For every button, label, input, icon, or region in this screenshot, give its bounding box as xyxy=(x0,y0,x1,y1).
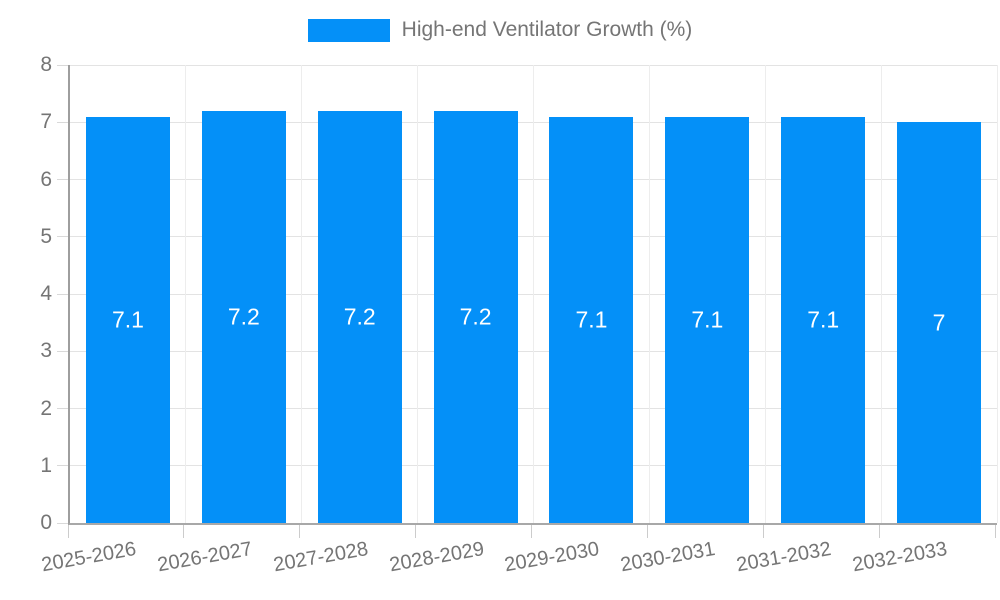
bar-2027-2028[interactable] xyxy=(317,110,402,523)
y-axis-tick xyxy=(57,179,68,180)
legend-label: High-end Ventilator Growth (%) xyxy=(401,18,693,41)
bar-value-label: 7 xyxy=(932,309,946,336)
bar-2031-2032[interactable] xyxy=(781,116,866,523)
bar-2029-2030[interactable] xyxy=(549,116,634,523)
x-axis-tick xyxy=(183,525,185,538)
bar-2025-2026[interactable] xyxy=(85,116,170,523)
plot-area: 7.1 7.2 7.2 7.2 7.1 7.1 7.1 7 xyxy=(68,64,998,525)
v-gridline xyxy=(301,65,303,523)
y-axis-tick xyxy=(57,64,68,66)
y-axis-label: 4 xyxy=(40,282,52,305)
y-axis-label: 7 xyxy=(40,110,52,134)
x-axis-tick xyxy=(299,525,301,538)
y-axis-label: 2 xyxy=(40,396,52,420)
x-axis-tick xyxy=(531,525,532,538)
y-axis-tick xyxy=(57,465,68,467)
v-gridline xyxy=(996,65,998,523)
bar-value-label: 7.2 xyxy=(459,303,492,330)
x-axis-tick xyxy=(415,525,417,538)
y-axis-tick xyxy=(57,522,68,524)
bar-2032-2033[interactable] xyxy=(897,122,982,523)
v-gridline xyxy=(417,65,419,523)
bar-2030-2031[interactable] xyxy=(665,116,750,523)
v-gridline xyxy=(185,65,187,523)
x-axis-tick xyxy=(646,525,648,538)
legend-swatch xyxy=(307,18,390,42)
y-axis-label: 3 xyxy=(40,339,52,363)
v-gridline xyxy=(648,65,650,523)
x-axis-tick xyxy=(994,525,996,538)
bar-value-label: 7.1 xyxy=(691,306,724,333)
y-axis-label: 8 xyxy=(40,53,52,76)
chart-legend: High-end Ventilator Growth (%) xyxy=(0,18,1000,42)
y-axis-tick xyxy=(57,121,68,123)
x-axis-tick xyxy=(878,525,880,538)
x-axis-tick xyxy=(762,525,764,538)
bar-2028-2029[interactable] xyxy=(433,110,518,523)
y-axis-tick xyxy=(57,293,68,295)
y-axis-label: 1 xyxy=(40,453,52,477)
bar-value-label: 7.2 xyxy=(227,303,260,330)
y-axis-tick xyxy=(57,236,68,238)
y-axis-tick xyxy=(57,408,68,409)
y-axis-label: 0 xyxy=(40,511,52,534)
v-gridline xyxy=(533,65,534,523)
y-axis-label: 6 xyxy=(40,167,52,191)
bar-value-label: 7.2 xyxy=(343,303,376,330)
v-gridline xyxy=(880,65,882,523)
bar-2026-2027[interactable] xyxy=(201,110,286,523)
y-axis-tick xyxy=(57,350,68,352)
bar-value-label: 7.1 xyxy=(111,306,144,333)
bar-value-label: 7.1 xyxy=(575,306,608,333)
bar-value-label: 7.1 xyxy=(807,306,840,333)
y-axis-label: 5 xyxy=(40,224,52,248)
v-gridline xyxy=(764,65,766,523)
x-axis-tick xyxy=(67,525,69,538)
